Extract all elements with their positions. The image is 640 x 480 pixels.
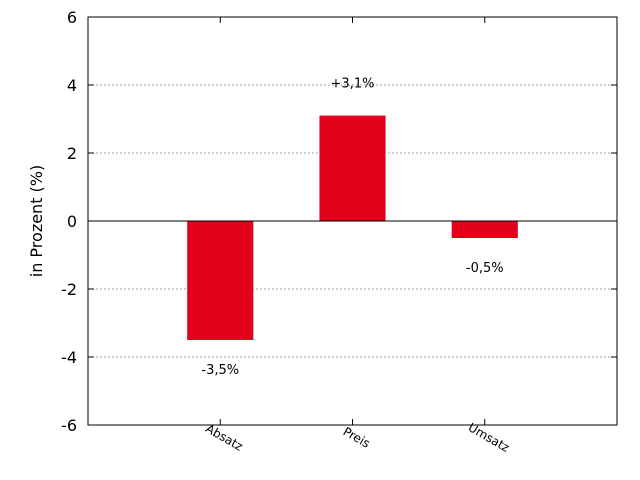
bar-absatz	[187, 221, 254, 340]
y-axis-title: in Prozent (%)	[27, 165, 46, 277]
y-tick-label: -2	[61, 280, 77, 299]
data-labels: -3,5% +3,1% -0,5%	[201, 77, 503, 378]
bar-umsatz	[451, 221, 518, 238]
x-tick-label: Absatz	[203, 421, 245, 453]
data-label: -0,5%	[466, 261, 504, 276]
data-label: +3,1%	[331, 77, 375, 92]
y-tick-label: 4	[67, 76, 77, 95]
x-tick-label: Preis	[341, 424, 373, 450]
y-tick-label: 6	[67, 8, 77, 27]
y-axis-ticks: -6 -4 -2 0 2 4 6	[61, 8, 617, 435]
y-tick-label: 2	[67, 144, 77, 163]
y-tick-label: 0	[67, 212, 77, 231]
bars	[187, 115, 518, 340]
bar-preis	[319, 115, 386, 221]
y-tick-label: -4	[61, 348, 77, 367]
y-tick-label: -6	[61, 416, 77, 435]
data-label: -3,5%	[201, 363, 239, 378]
